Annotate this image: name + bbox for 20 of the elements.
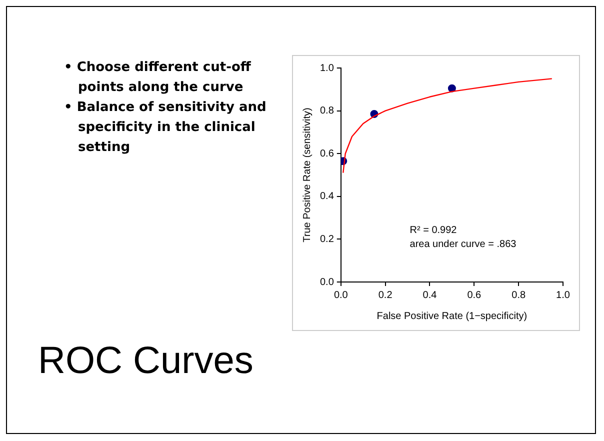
- y-axis-title: True Positive Rate (sensitivity): [302, 108, 313, 242]
- annotation: area under curve = .863: [410, 238, 517, 250]
- annotation: R² = 0.992: [410, 224, 458, 236]
- x-tick-label: 0.6: [467, 290, 482, 301]
- text: • Balance of sensitivity and specificity in the clinical setting: [64, 99, 268, 157]
- y-tick-label: 0.6: [320, 148, 334, 160]
- y-tick-label: 0.2: [320, 234, 334, 245]
- point: [448, 84, 456, 92]
- y-tick-label: 1.0: [320, 62, 334, 74]
- text: • Choose different cut-off points along the curve: [64, 59, 252, 97]
- x-tick-label: 1.0: [556, 290, 570, 301]
- x-tick-label: 0.2: [378, 290, 393, 301]
- text: ROC Curves: [38, 340, 254, 383]
- x-tick-label: 0.0: [334, 290, 348, 301]
- x-axis-title: False Positive Rate (1−specificity): [376, 310, 528, 322]
- x-tick-label: 0.4: [422, 290, 438, 301]
- y-tick-label: 0.8: [320, 106, 334, 117]
- y-tick-label: 0.4: [320, 191, 334, 202]
- x-tick-label: 0.8: [512, 290, 526, 301]
- y-tick-label: 0.0: [320, 276, 334, 288]
